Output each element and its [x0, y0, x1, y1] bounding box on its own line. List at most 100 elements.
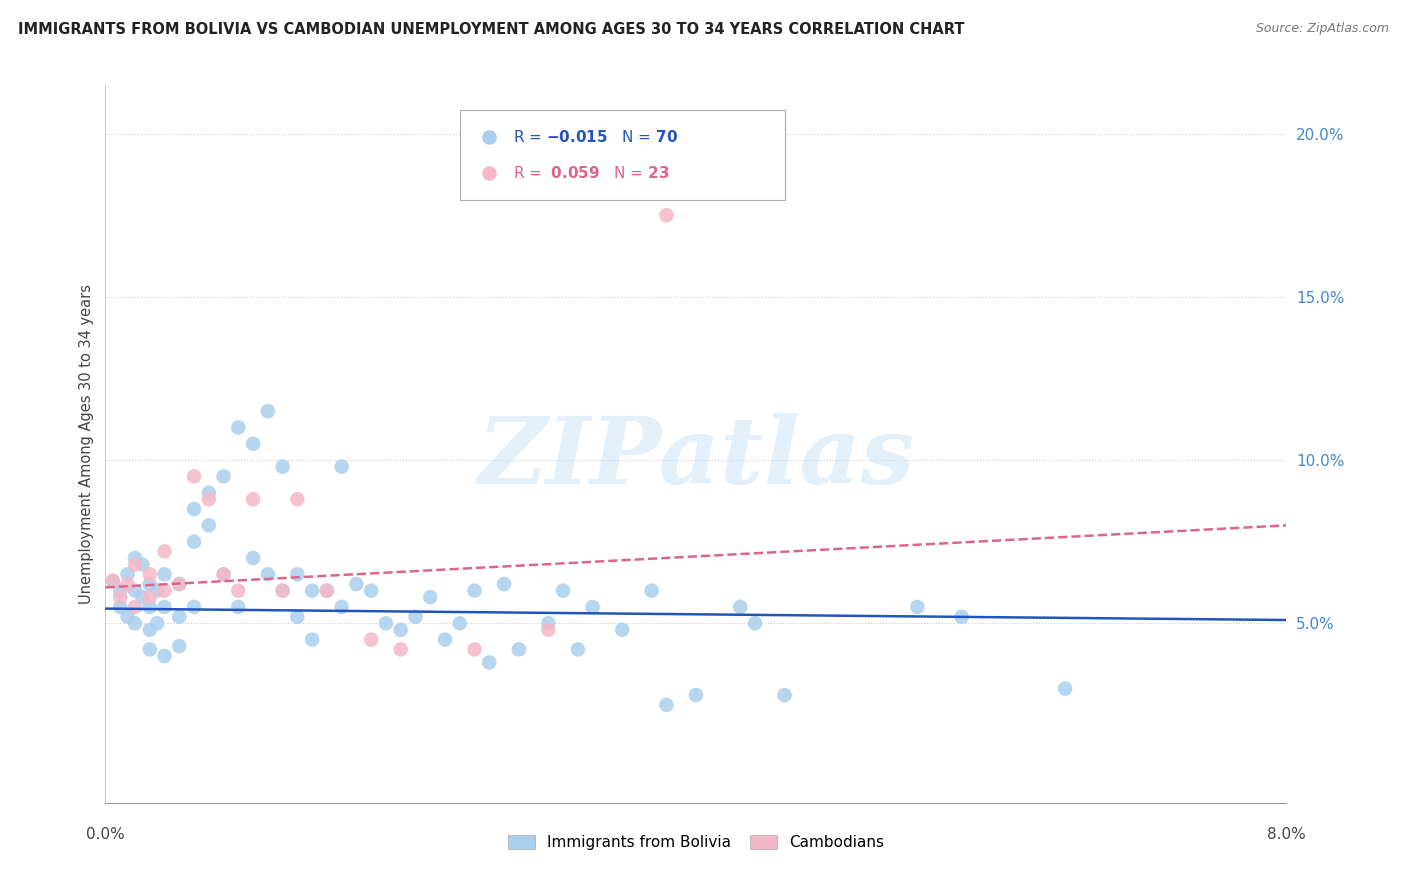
Point	[124, 599, 146, 614]
Point	[138, 567, 162, 582]
Point	[330, 459, 353, 474]
Point	[138, 623, 162, 637]
Point	[287, 492, 309, 507]
Point	[197, 518, 219, 533]
Text: IMMIGRANTS FROM BOLIVIA VS CAMBODIAN UNEMPLOYMENT AMONG AGES 30 TO 34 YEARS CORR: IMMIGRANTS FROM BOLIVIA VS CAMBODIAN UNE…	[18, 22, 965, 37]
Point	[138, 642, 162, 657]
Point	[183, 502, 205, 516]
Point	[212, 567, 235, 582]
Point	[153, 567, 176, 582]
Point	[169, 639, 191, 653]
Point	[169, 609, 191, 624]
Point	[228, 583, 250, 598]
Point	[389, 642, 412, 657]
Point	[330, 599, 353, 614]
Point	[183, 599, 205, 614]
FancyBboxPatch shape	[460, 110, 785, 200]
Point	[405, 609, 427, 624]
Point	[228, 599, 250, 614]
Text: Source: ZipAtlas.com: Source: ZipAtlas.com	[1256, 22, 1389, 36]
Point	[360, 632, 382, 647]
Point	[153, 648, 176, 663]
Point	[169, 577, 191, 591]
Point	[582, 599, 605, 614]
Text: 8.0%: 8.0%	[1267, 827, 1306, 841]
Point	[271, 583, 294, 598]
Text: R =  $\mathbf{0.059}$   N = $\mathbf{23}$: R = $\mathbf{0.059}$ N = $\mathbf{23}$	[513, 165, 669, 181]
Y-axis label: Unemployment Among Ages 30 to 34 years: Unemployment Among Ages 30 to 34 years	[79, 284, 94, 604]
Point	[242, 436, 264, 450]
Point	[287, 567, 309, 582]
Point	[169, 577, 191, 591]
Point	[131, 558, 153, 572]
Point	[464, 583, 486, 598]
Point	[655, 698, 678, 712]
Point	[101, 574, 124, 588]
Point	[183, 469, 205, 483]
Point	[146, 583, 169, 598]
Point	[131, 590, 153, 604]
Point	[655, 208, 678, 222]
Point	[744, 616, 766, 631]
Point	[907, 599, 929, 614]
Point	[101, 574, 124, 588]
Point	[433, 632, 456, 647]
Point	[124, 616, 146, 631]
Point	[464, 642, 486, 657]
Point	[567, 642, 589, 657]
Point	[271, 583, 294, 598]
Point	[110, 583, 132, 598]
Point	[117, 567, 139, 582]
Point	[117, 577, 139, 591]
Text: 0.0%: 0.0%	[86, 827, 125, 841]
Point	[124, 583, 146, 598]
Point	[242, 492, 264, 507]
Point	[197, 485, 219, 500]
Point	[212, 469, 235, 483]
Point	[389, 623, 412, 637]
Point	[212, 567, 235, 582]
Point	[138, 577, 162, 591]
Point	[315, 583, 337, 598]
Point	[374, 616, 398, 631]
Point	[138, 599, 162, 614]
Point	[537, 616, 560, 631]
Point	[287, 609, 309, 624]
Point	[110, 599, 132, 614]
Point	[508, 642, 530, 657]
Point	[478, 656, 501, 670]
Point	[257, 404, 280, 418]
Text: R = $\mathbf{-0.015}$   N = $\mathbf{70}$: R = $\mathbf{-0.015}$ N = $\mathbf{70}$	[513, 128, 678, 145]
Point	[153, 544, 176, 558]
Point	[110, 590, 132, 604]
Point	[257, 567, 280, 582]
Point	[124, 551, 146, 566]
Point	[553, 583, 575, 598]
Point	[117, 609, 139, 624]
Point	[641, 583, 664, 598]
Point	[730, 599, 752, 614]
Point	[301, 583, 323, 598]
Point	[138, 590, 162, 604]
Point	[271, 459, 294, 474]
Text: ZIPatlas: ZIPatlas	[478, 413, 914, 503]
Point	[492, 577, 515, 591]
Legend: Immigrants from Bolivia, Cambodians: Immigrants from Bolivia, Cambodians	[502, 829, 890, 856]
Point	[301, 632, 323, 647]
Point	[612, 623, 634, 637]
Point	[242, 551, 264, 566]
Point	[773, 688, 796, 702]
Point	[124, 558, 146, 572]
Point	[346, 577, 368, 591]
Point	[183, 534, 205, 549]
Point	[537, 623, 560, 637]
Point	[153, 583, 176, 598]
Point	[228, 420, 250, 434]
Point	[449, 616, 471, 631]
Point	[360, 583, 382, 598]
Point	[146, 616, 169, 631]
Point	[685, 688, 707, 702]
Point	[1054, 681, 1077, 696]
Point	[197, 492, 219, 507]
Point	[315, 583, 337, 598]
